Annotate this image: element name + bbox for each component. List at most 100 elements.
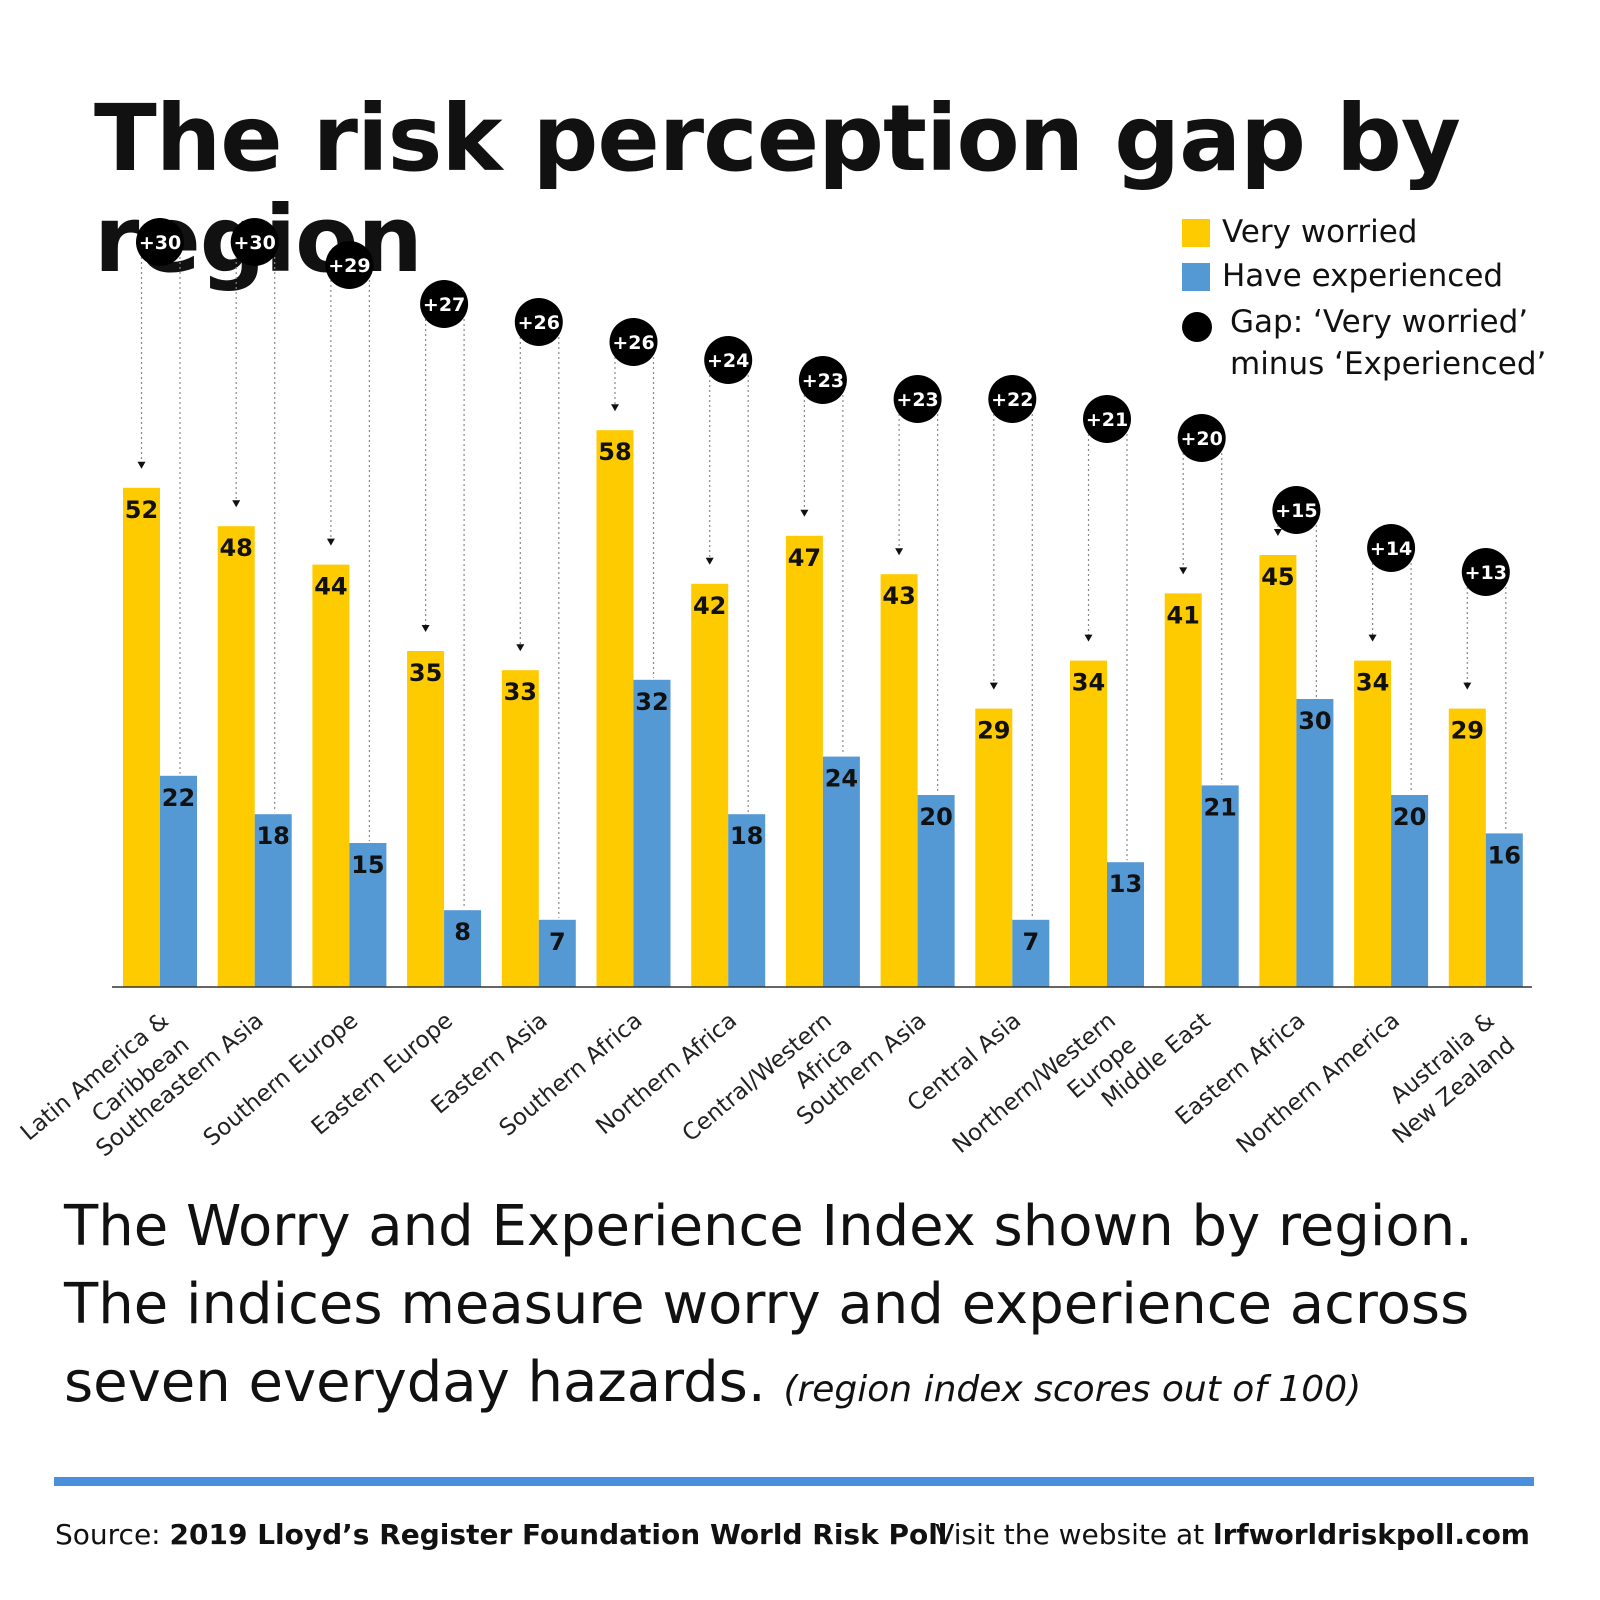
gap-bubble [1367,524,1416,572]
caption-note: (region index scores out of 100) [783,1369,1362,1410]
data-label-very-worried: 42 [693,592,726,620]
gap-bubble [325,241,374,289]
gap-arrow-icon [1273,529,1282,536]
bar-very-worried [501,670,539,987]
footer-source: Source: 2019 Lloyd’s Register Foundation… [55,1518,947,1551]
data-label-very-worried: 34 [1072,669,1105,697]
legend-swatch-experienced [1182,263,1210,291]
source-label: Source: [55,1518,161,1551]
data-label-very-worried: 35 [409,659,442,687]
gap-arrow-icon [705,557,714,565]
bar-have-experienced [1296,699,1334,987]
gap-bubble [514,298,563,346]
data-label-very-worried: 43 [882,582,915,610]
bar-very-worried [1354,660,1392,987]
data-label-very-worried: 34 [1356,669,1389,697]
website-link[interactable]: lrfworldriskpoll.com [1213,1518,1530,1551]
source-name: 2019 Lloyd’s Register Foundation World R… [169,1518,948,1551]
legend-label-gap: Gap: ‘Very worried’ minus ‘Experienced’ [1230,302,1546,386]
gap-label: +26 [612,332,654,354]
gap-label: +14 [1370,538,1412,560]
gap-arrow-icon [1368,634,1377,642]
gap-bubble [988,375,1037,423]
bar-have-experienced [538,919,576,987]
data-label-have-experienced: 30 [1298,707,1331,735]
data-label-have-experienced: 7 [549,928,566,956]
gap-arrow-icon [800,509,809,517]
bar-very-worried [1070,660,1107,987]
category-label-line: Southern Europe [199,1008,363,1152]
caption: The Worry and Experience Index shown by … [64,1188,1544,1429]
legend-label-worried: Very worried [1222,214,1418,250]
bar-very-worried [123,487,160,987]
data-label-have-experienced: 8 [454,918,471,946]
gap-label: +27 [423,294,465,316]
data-label-very-worried: 44 [314,573,347,601]
gap-label: +22 [991,389,1033,411]
gap-bubble [1177,414,1226,462]
gap-bubble [704,336,753,384]
bar-very-worried [880,574,918,987]
gap-bubble [798,356,847,404]
data-label-have-experienced: 7 [1022,928,1039,956]
gap-bubble [1272,486,1321,534]
bar-have-experienced [822,756,860,987]
bar-very-worried [1164,593,1202,987]
data-label-very-worried: 29 [977,717,1010,745]
bar-have-experienced [728,814,766,987]
bar-have-experienced [1201,785,1239,987]
data-label-very-worried: 33 [504,678,537,706]
bar-have-experienced [917,795,955,987]
bar-have-experienced [1107,862,1144,987]
gap-arrow-icon [326,538,335,546]
category-label: Northern America [1232,1008,1405,1159]
gap-label: +15 [1275,500,1317,522]
gap-label: +20 [1181,428,1223,450]
gap-label: +26 [518,312,560,334]
gap-bubble [1083,395,1131,443]
data-label-have-experienced: 18 [730,822,763,850]
category-label-line: Northern America [1232,1008,1405,1159]
visit-label: Visit the website at [935,1518,1205,1551]
bar-very-worried [312,564,350,987]
chart-legend: Very worried Have experienced Gap: ‘Very… [1182,214,1546,394]
data-label-have-experienced: 21 [1203,793,1236,821]
bar-have-experienced [444,910,482,987]
bar-have-experienced [160,775,197,987]
gap-arrow-icon [516,644,525,652]
legend-gap-line1: Gap: ‘Very worried’ [1230,304,1529,340]
data-label-have-experienced: 20 [1393,803,1426,831]
gap-bubble [893,375,942,423]
gap-label: +30 [139,232,181,254]
caption-line-1: The Worry and Experience Index shown by … [64,1194,1473,1259]
bar-very-worried [785,535,823,987]
data-label-very-worried: 29 [1451,717,1484,745]
gap-arrow-icon [1179,567,1188,575]
gap-arrow-icon [989,682,998,690]
gap-arrow-icon [232,500,241,508]
legend-gap-line2: minus ‘Experienced’ [1230,345,1547,382]
footer-website: Visit the website at lrfworldriskpoll.co… [935,1518,1530,1551]
divider [54,1477,1534,1486]
data-label-very-worried: 48 [219,534,252,562]
bar-very-worried [691,583,729,987]
data-label-very-worried: 41 [1166,601,1199,629]
gap-arrow-icon [895,548,904,556]
legend-item-have-experienced: Have experienced [1182,258,1546,294]
gap-label: +24 [707,350,749,372]
bar-have-experienced [633,679,671,987]
gap-arrow-icon [611,404,619,412]
gap-arrow-icon [1463,682,1472,690]
data-label-have-experienced: 32 [635,688,668,716]
legend-item-very-worried: Very worried [1182,214,1546,250]
gap-arrow-icon [1084,634,1093,642]
data-label-very-worried: 58 [598,438,631,466]
data-label-have-experienced: 22 [162,784,195,812]
bar-have-experienced [1391,795,1429,987]
bar-have-experienced [1012,919,1050,987]
data-label-very-worried: 52 [125,496,158,524]
gap-arrow-icon [421,625,430,632]
category-label: Southern Europe [199,1008,363,1152]
caption-line-2: The indices measure worry and experience… [64,1272,1470,1337]
gap-bubble [1461,548,1510,596]
